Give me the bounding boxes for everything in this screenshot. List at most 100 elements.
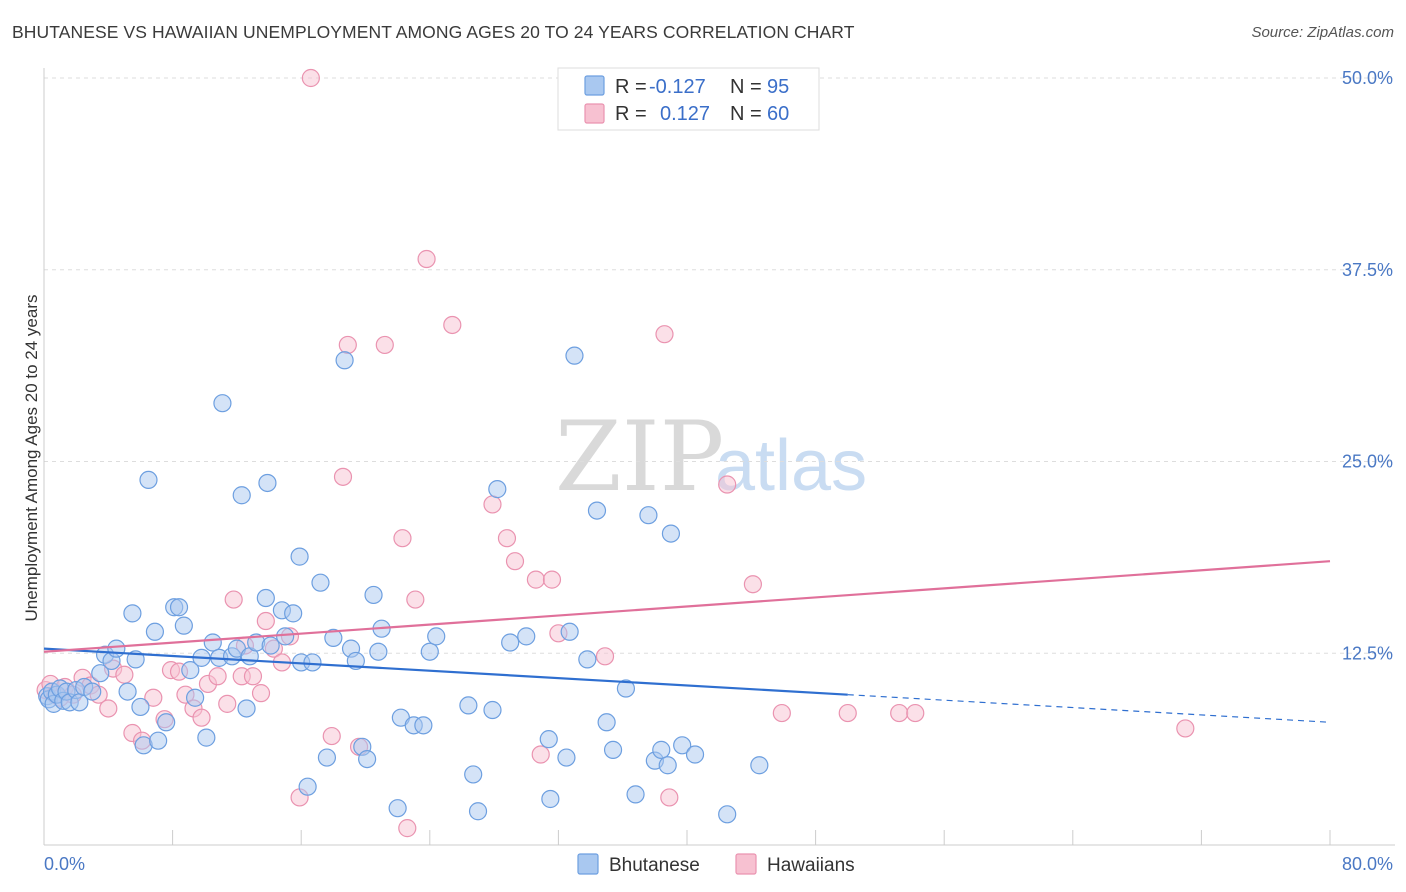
bhutanese-point xyxy=(232,486,251,505)
legend-swatch-hawaiians xyxy=(584,103,605,124)
hawaiians-point xyxy=(906,703,925,723)
bhutanese-point xyxy=(597,713,616,732)
bhutanese-point xyxy=(298,777,317,796)
bhutanese-point xyxy=(197,728,216,747)
bhutanese-point xyxy=(256,588,275,608)
bhutanese-point xyxy=(658,756,677,775)
hawaiians-point xyxy=(393,529,412,548)
bhutanese-point xyxy=(311,573,330,592)
bhutanese-point xyxy=(652,740,671,759)
hawaiians-point xyxy=(772,703,791,723)
bhutanese-point xyxy=(139,470,158,490)
bhutanese-point xyxy=(639,506,658,525)
bhutanese-points xyxy=(38,346,769,824)
hawaiians-point xyxy=(224,590,243,609)
bhutanese-point xyxy=(203,633,222,652)
hawaiians-point xyxy=(483,495,502,514)
bhutanese-trend-line xyxy=(43,647,848,696)
y-tick-labels: 12.5% 25.0% 37.5% 50.0% xyxy=(1342,68,1393,663)
bhutanese-point xyxy=(364,585,383,605)
x-tick-labels: 0.0% 80.0% xyxy=(44,854,1393,874)
hawaiians-point xyxy=(531,745,550,764)
bottom-legend-label-bhutanese: Bhutanese xyxy=(609,855,700,876)
bottom-legend-swatch-bhutanese xyxy=(577,853,599,875)
bhutanese-point xyxy=(488,480,507,499)
legend-r-label-bhutanese: R = xyxy=(615,76,647,98)
correlation-legend: R = -0.127 N = 95 R = 0.127 N = 60 xyxy=(557,67,820,131)
hawaiians-point xyxy=(99,699,118,718)
bhutanese-point xyxy=(459,696,478,715)
hawaiians-point xyxy=(1176,719,1195,738)
hawaiians-point xyxy=(208,667,227,686)
bhutanese-point xyxy=(557,748,576,767)
hawaiians-point xyxy=(192,708,211,727)
bhutanese-point xyxy=(276,627,295,646)
bhutanese-point xyxy=(626,785,645,804)
bhutanese-point xyxy=(501,633,520,652)
hawaiians-trend-line xyxy=(43,560,1331,653)
hawaiians-point xyxy=(301,68,320,88)
y-tick-label: 50.0% xyxy=(1342,68,1393,88)
bhutanese-point xyxy=(718,805,737,824)
x-tick-label-max: 80.0% xyxy=(1342,854,1393,874)
legend-n-label-hawaiians: N = xyxy=(730,103,762,125)
watermark-zip: ZIP xyxy=(555,401,724,513)
x-tick-label-min: 0.0% xyxy=(44,854,85,874)
hawaiians-point xyxy=(497,529,517,548)
bhutanese-point xyxy=(157,713,176,732)
bhutanese-point xyxy=(145,622,165,641)
bhutanese-point xyxy=(83,682,102,701)
bhutanese-trend-extension xyxy=(847,694,1331,723)
bhutanese-point xyxy=(661,524,681,543)
bhutanese-point xyxy=(483,700,502,720)
y-tick-label: 12.5% xyxy=(1342,643,1393,663)
y-tick-label: 37.5% xyxy=(1342,260,1393,280)
bhutanese-point xyxy=(414,716,433,735)
series-legend: Bhutanese Hawaiians xyxy=(577,853,855,876)
bhutanese-point xyxy=(560,622,579,641)
hawaiians-point xyxy=(743,575,763,594)
bhutanese-point xyxy=(427,627,446,646)
bhutanese-point xyxy=(181,661,200,680)
bhutanese-point xyxy=(258,473,277,493)
legend-n-label-bhutanese: N = xyxy=(730,76,762,98)
bhutanese-point xyxy=(317,748,337,767)
bhutanese-point xyxy=(517,627,536,646)
hawaiians-point xyxy=(218,694,237,713)
hawaiians-point xyxy=(526,570,545,589)
bhutanese-point xyxy=(565,346,584,365)
bhutanese-point xyxy=(369,642,388,661)
hawaiians-point xyxy=(256,611,275,631)
legend-n-value-hawaiians: 60 xyxy=(767,103,789,125)
hawaiians-point xyxy=(406,590,425,609)
bhutanese-point xyxy=(290,547,309,566)
hawaiians-point xyxy=(417,249,436,269)
hawaiians-point xyxy=(838,703,857,723)
bhutanese-point xyxy=(388,799,407,818)
hawaiians-point xyxy=(660,788,679,807)
hawaiians-point xyxy=(144,688,163,707)
chart-title: BHUTANESE VS HAWAIIAN UNEMPLOYMENT AMONG… xyxy=(12,22,855,42)
bhutanese-point xyxy=(261,636,280,655)
hawaiians-point xyxy=(115,665,134,684)
bhutanese-point xyxy=(750,756,769,775)
bottom-legend-label-hawaiians: Hawaiians xyxy=(767,855,855,876)
source-credit: Source: ZipAtlas.com xyxy=(1251,24,1394,41)
bhutanese-point xyxy=(335,351,354,370)
axes xyxy=(43,68,1395,846)
legend-r-label-hawaiians: R = xyxy=(615,103,647,125)
bhutanese-point xyxy=(118,682,137,701)
bhutanese-point xyxy=(303,653,322,672)
watermark: ZIP atlas xyxy=(555,401,867,513)
legend-r-value-hawaiians: 0.127 xyxy=(660,103,710,125)
hawaiians-point xyxy=(890,703,909,723)
bhutanese-point xyxy=(541,789,560,809)
hawaiians-point xyxy=(333,467,353,486)
legend-n-value-bhutanese: 95 xyxy=(767,76,789,98)
bhutanese-point xyxy=(673,736,692,755)
hawaiians-point xyxy=(322,726,341,746)
hawaiians-point xyxy=(542,570,562,589)
legend-r-value-bhutanese: -0.127 xyxy=(649,76,706,98)
bhutanese-point xyxy=(539,730,558,749)
